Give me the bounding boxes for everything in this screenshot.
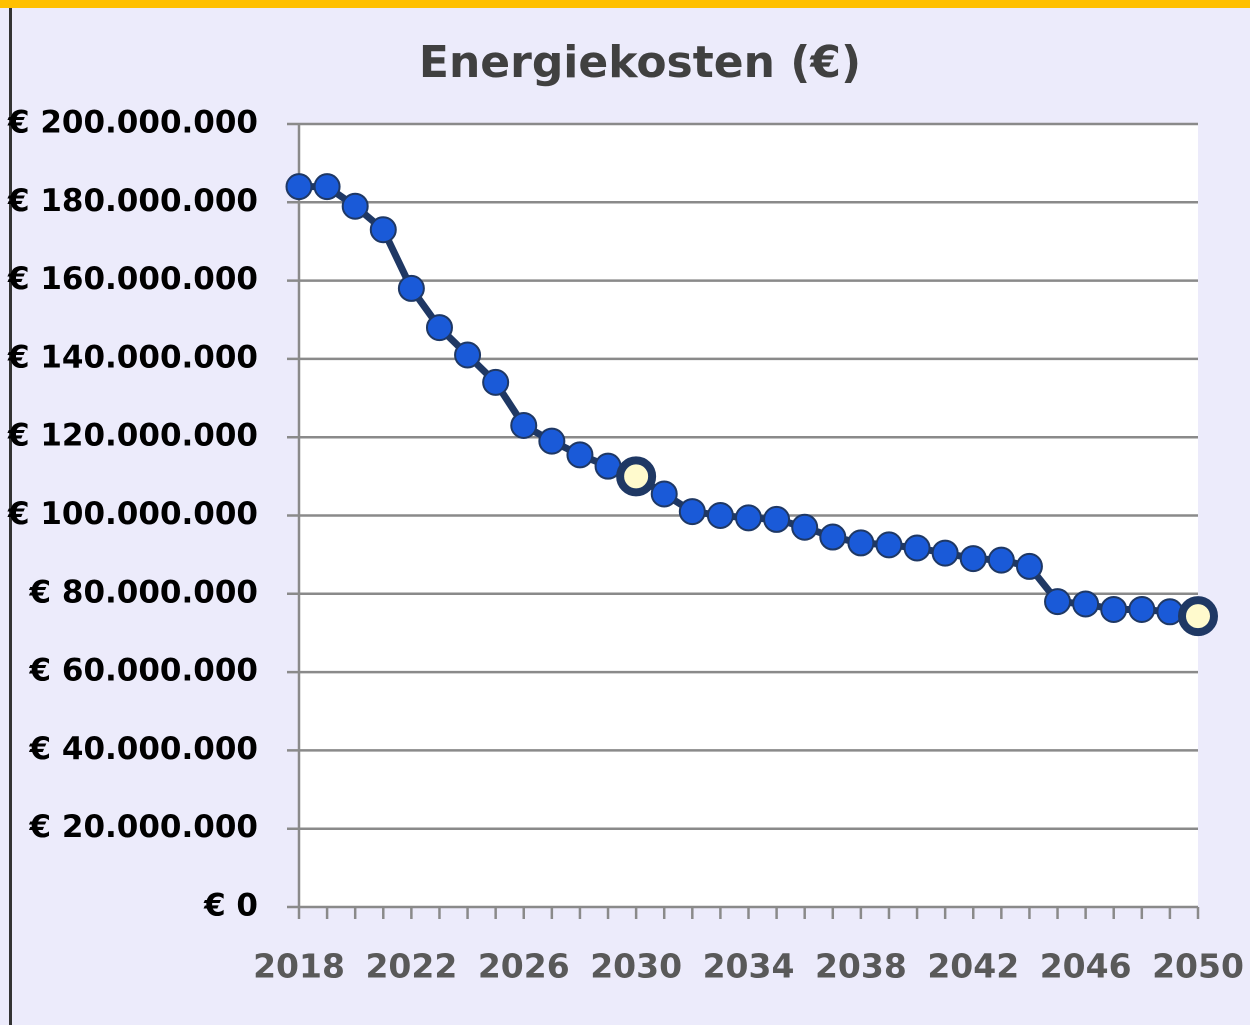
marker — [819, 523, 847, 551]
y-tick-label: € 60.000.000 — [29, 653, 258, 689]
y-tick-label: € 40.000.000 — [29, 731, 258, 767]
marker — [369, 216, 397, 244]
marker — [763, 505, 791, 533]
marker — [1072, 590, 1100, 618]
x-tick-label: 2050 — [1152, 947, 1244, 986]
marker — [454, 341, 482, 369]
marker — [1015, 552, 1043, 580]
marker — [1128, 595, 1156, 623]
marker — [931, 539, 959, 567]
marker — [903, 534, 931, 562]
x-tick-label: 2038 — [815, 947, 907, 986]
marker — [510, 411, 538, 439]
marker — [847, 529, 875, 557]
highlight-marker — [616, 456, 657, 497]
marker — [791, 513, 819, 541]
marker — [482, 368, 510, 396]
marker — [425, 314, 453, 342]
y-tick-label: € 140.000.000 — [7, 339, 258, 375]
marker — [875, 531, 903, 559]
x-tick-label: 2018 — [253, 947, 345, 986]
y-tick-label: € 180.000.000 — [7, 183, 258, 219]
y-tick-label: € 20.000.000 — [29, 809, 258, 845]
marker — [397, 274, 425, 302]
marker — [538, 427, 566, 455]
left-border — [9, 8, 12, 1025]
y-tick-label: € 200.000.000 — [7, 105, 258, 141]
marker — [706, 502, 734, 529]
marker — [650, 480, 678, 508]
marker — [1044, 588, 1072, 616]
x-tick-label: 2030 — [590, 947, 682, 986]
x-tick-label: 2026 — [478, 947, 570, 986]
y-tick-label: € 120.000.000 — [7, 418, 258, 454]
x-tick-label: 2034 — [703, 947, 795, 986]
top-bar — [0, 0, 1250, 8]
marker — [285, 173, 313, 201]
marker — [959, 545, 987, 573]
highlight-marker — [1178, 596, 1218, 637]
marker — [341, 192, 369, 220]
marker — [678, 498, 706, 526]
y-tick-label: € 160.000.000 — [7, 261, 258, 297]
x-tick-label: 2046 — [1040, 947, 1132, 986]
y-tick-label: € 0 — [203, 888, 258, 924]
marker — [735, 504, 762, 532]
x-tick-label: 2022 — [365, 947, 457, 986]
marker — [313, 173, 341, 201]
marker — [566, 441, 594, 469]
marker — [987, 546, 1015, 574]
chart-title: Energiekosten (€) — [419, 37, 861, 88]
y-tick-label: € 80.000.000 — [29, 574, 258, 610]
x-tick-label: 2042 — [927, 947, 1019, 986]
y-tick-label: € 100.000.000 — [7, 496, 258, 532]
marker — [1100, 595, 1128, 623]
